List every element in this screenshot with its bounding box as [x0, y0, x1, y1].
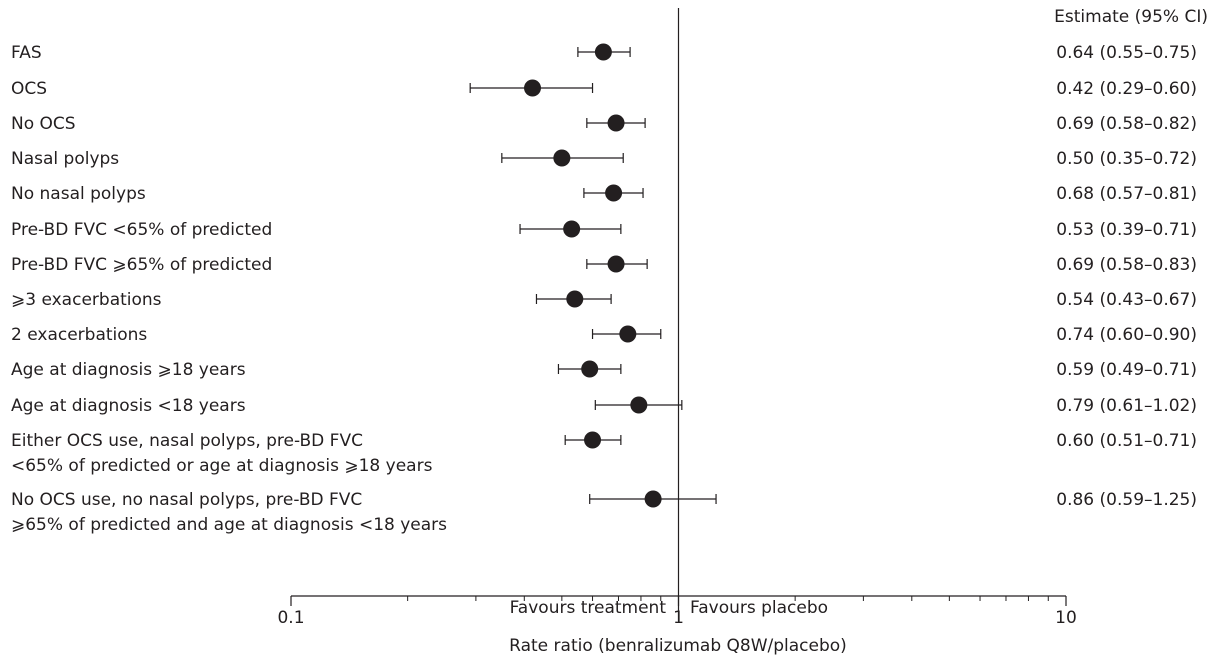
forest-row: Pre-BD FVC <65% of predicted 0.53 (0.39–0…: [11, 220, 1197, 240]
forest-row: ⩾3 exacerbations 0.54 (0.43–0.67): [11, 290, 1197, 310]
forest-row: FAS 0.64 (0.55–0.75): [11, 43, 1197, 63]
estimate-point: [581, 360, 599, 378]
forest-row: 2 exacerbations 0.74 (0.60–0.90): [11, 325, 1197, 345]
row-label: Pre-BD FVC ⩾65% of predicted: [11, 255, 272, 275]
estimate-header: Estimate (95% CI): [1054, 7, 1208, 27]
estimate-text: 0.54 (0.43–0.67): [1056, 290, 1197, 310]
estimate-text: 0.64 (0.55–0.75): [1056, 43, 1197, 63]
estimate-text: 0.68 (0.57–0.81): [1056, 184, 1197, 204]
estimate-text: 0.79 (0.61–1.02): [1056, 396, 1197, 416]
estimate-point: [607, 255, 625, 273]
row-label: Age at diagnosis <18 years: [11, 396, 246, 416]
estimate-point: [607, 114, 625, 132]
forest-row: Pre-BD FVC ⩾65% of predicted 0.69 (0.58–0…: [11, 255, 1197, 275]
estimate-text: 0.69 (0.58–0.83): [1056, 255, 1197, 275]
estimate-point: [553, 149, 571, 167]
estimate-point: [524, 79, 542, 97]
forest-row: No nasal polyps 0.68 (0.57–0.81): [11, 184, 1197, 204]
forest-row: Age at diagnosis <18 years 0.79 (0.61–1.0…: [11, 396, 1197, 416]
row-label: Pre-BD FVC <65% of predicted: [11, 220, 272, 240]
estimate-point: [584, 431, 602, 449]
estimate-text: 0.42 (0.29–0.60): [1056, 79, 1197, 99]
forest-row: No OCS 0.69 (0.58–0.82): [11, 114, 1197, 134]
estimate-point: [566, 290, 584, 308]
row-label: No OCS: [11, 114, 76, 134]
x-tick-label: 0.1: [277, 608, 304, 628]
estimate-point: [619, 325, 637, 343]
row-label: 2 exacerbations: [11, 325, 147, 345]
row-label: Age at diagnosis ⩾18 years: [11, 360, 246, 380]
x-axis-label: Rate ratio (benralizumab Q8W/placebo): [509, 636, 847, 656]
forest-row: OCS 0.42 (0.29–0.60): [11, 79, 1197, 99]
estimate-text: 0.74 (0.60–0.90): [1056, 325, 1197, 345]
row-label: No OCS use, no nasal polyps, pre-BD FVC: [11, 490, 362, 510]
estimate-point: [644, 490, 662, 508]
estimate-text: 0.69 (0.58–0.82): [1056, 114, 1197, 134]
forest-row: Nasal polyps 0.50 (0.35–0.72): [11, 149, 1197, 169]
row-label: No nasal polyps: [11, 184, 146, 204]
estimate-point: [605, 184, 623, 202]
estimate-text: 0.59 (0.49–0.71): [1056, 360, 1197, 380]
row-label: Either OCS use, nasal polyps, pre-BD FVC: [11, 431, 363, 451]
estimate-text: 0.60 (0.51–0.71): [1056, 431, 1197, 451]
estimate-text: 0.86 (0.59–1.25): [1056, 490, 1197, 510]
forest-row: Age at diagnosis ⩾18 years 0.59 (0.49–0.7…: [11, 360, 1197, 380]
forest-row: No OCS use, no nasal polyps, pre-BD FVC ⩾…: [11, 490, 1197, 535]
estimate-point: [630, 396, 648, 414]
row-label: <65% of predicted or age at diagnosis ⩾1…: [11, 456, 433, 476]
estimate-point: [563, 220, 581, 238]
row-label: Nasal polyps: [11, 149, 119, 169]
forest-row: Either OCS use, nasal polyps, pre-BD FVC…: [11, 431, 1197, 476]
row-label: ⩾3 exacerbations: [11, 290, 162, 310]
x-tick-label: 10: [1055, 608, 1077, 628]
row-label: FAS: [11, 43, 42, 63]
estimate-text: 0.50 (0.35–0.72): [1056, 149, 1197, 169]
row-label: OCS: [11, 79, 47, 99]
favours-treatment-label: Favours treatment: [510, 598, 667, 618]
row-label: ⩾65% of predicted and age at diagnosis <…: [11, 515, 447, 535]
estimate-text: 0.53 (0.39–0.71): [1056, 220, 1197, 240]
x-tick-label: 1: [673, 608, 684, 628]
estimate-point: [594, 43, 612, 61]
favours-placebo-label: Favours placebo: [690, 598, 828, 618]
